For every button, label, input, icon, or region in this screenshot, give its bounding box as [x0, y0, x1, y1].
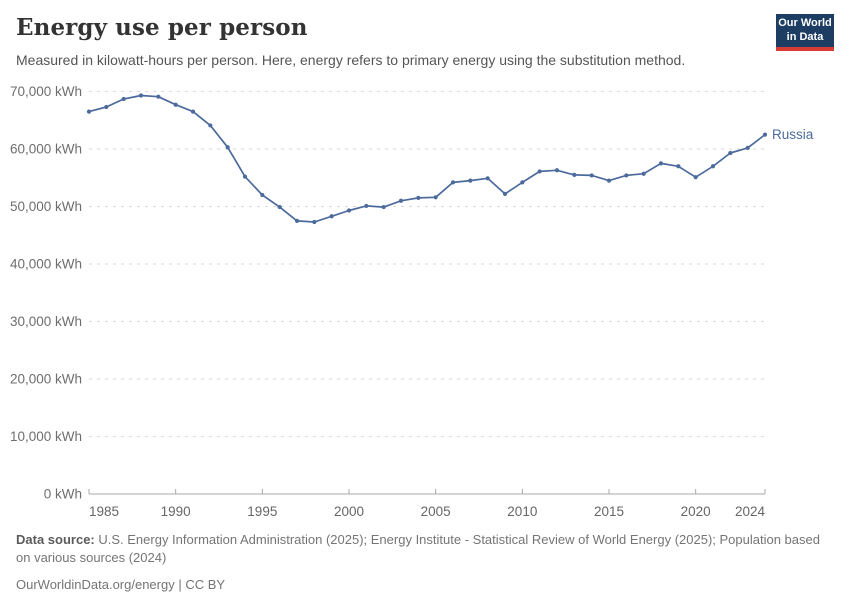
series-markers: [86, 93, 768, 225]
x-tick-label: 2024: [735, 504, 766, 519]
data-point[interactable]: [520, 180, 525, 185]
data-point[interactable]: [554, 168, 560, 173]
entity-label: Russia: [772, 127, 814, 142]
data-point[interactable]: [728, 150, 733, 156]
data-point[interactable]: [277, 204, 282, 210]
data-point[interactable]: [745, 145, 750, 150]
x-axis: 1985 1990 1995 2000 2005 2010 2015 2020 2024: [88, 489, 766, 519]
owid-logo-line2: in Data: [786, 30, 824, 43]
data-point[interactable]: [121, 96, 126, 102]
y-gridlines: [89, 91, 765, 437]
data-point[interactable]: [398, 198, 404, 203]
page-title: Energy use per person: [16, 14, 308, 41]
x-tick-label: 1995: [247, 504, 277, 519]
data-source-text: U.S. Energy Information Administration (…: [16, 532, 820, 566]
y-tick-label: 70,000 kWh: [10, 84, 82, 99]
y-axis-labels: 0 kWh 10,000 kWh 20,000 kWh 30,000 kWh 40,00…: [10, 84, 82, 502]
data-point[interactable]: [624, 173, 629, 178]
owid-logo[interactable]: Our World in Data: [776, 14, 834, 51]
data-point[interactable]: [242, 174, 248, 179]
y-tick-label: 10,000 kWh: [10, 429, 82, 444]
data-point[interactable]: [762, 132, 768, 137]
data-point[interactable]: [537, 169, 542, 174]
x-tick-label: 2005: [421, 504, 451, 519]
data-point[interactable]: [676, 164, 681, 169]
y-tick-label: 40,000 kWh: [10, 257, 82, 272]
data-point[interactable]: [641, 171, 646, 176]
data-point[interactable]: [138, 93, 144, 98]
data-point[interactable]: [190, 109, 196, 114]
series-line: [88, 94, 766, 223]
data-point[interactable]: [658, 161, 664, 166]
data-point[interactable]: [86, 109, 92, 114]
y-tick-label: 60,000 kWh: [10, 142, 82, 157]
data-point[interactable]: [572, 172, 577, 177]
data-point[interactable]: [208, 123, 213, 128]
data-point[interactable]: [381, 204, 386, 210]
data-point[interactable]: [589, 173, 594, 178]
data-point[interactable]: [693, 175, 698, 180]
y-tick-label: 20,000 kWh: [10, 372, 82, 387]
data-point[interactable]: [710, 164, 716, 169]
data-point[interactable]: [468, 178, 473, 183]
data-point[interactable]: [156, 94, 161, 99]
data-point[interactable]: [225, 145, 230, 150]
data-point[interactable]: [329, 214, 334, 219]
x-tick-label: 1985: [89, 504, 119, 519]
x-tick-label: 2020: [681, 504, 711, 519]
x-tick-label: 1990: [161, 504, 191, 519]
data-point[interactable]: [416, 195, 421, 200]
owid-logo-line1: Our World: [778, 16, 832, 29]
data-point[interactable]: [104, 104, 109, 110]
data-source-label: Data source:: [16, 532, 95, 547]
data-point[interactable]: [433, 195, 438, 200]
data-point[interactable]: [260, 192, 265, 198]
chart-subtitle: Measured in kilowatt-hours per person. H…: [16, 52, 686, 68]
data-point[interactable]: [173, 102, 178, 107]
data-point[interactable]: [312, 219, 317, 225]
data-point[interactable]: [485, 176, 490, 181]
data-point[interactable]: [606, 178, 612, 183]
chart-footer: Data source: U.S. Energy Information Adm…: [16, 531, 834, 594]
data-source-line: Data source: U.S. Energy Information Adm…: [16, 531, 834, 568]
data-point[interactable]: [294, 218, 300, 223]
data-point[interactable]: [346, 208, 352, 213]
license-link[interactable]: OurWorldinData.org/energy | CC BY: [16, 576, 226, 592]
y-tick-label: 50,000 kWh: [10, 199, 82, 214]
x-tick-label: 2010: [507, 504, 537, 519]
y-tick-label: 30,000 kWh: [10, 314, 82, 329]
y-tick-label: 0 kWh: [44, 487, 82, 502]
data-point[interactable]: [450, 180, 456, 185]
data-point[interactable]: [502, 191, 508, 196]
data-point[interactable]: [364, 203, 369, 209]
x-tick-label: 2015: [594, 504, 624, 519]
x-tick-label: 2000: [334, 504, 364, 519]
